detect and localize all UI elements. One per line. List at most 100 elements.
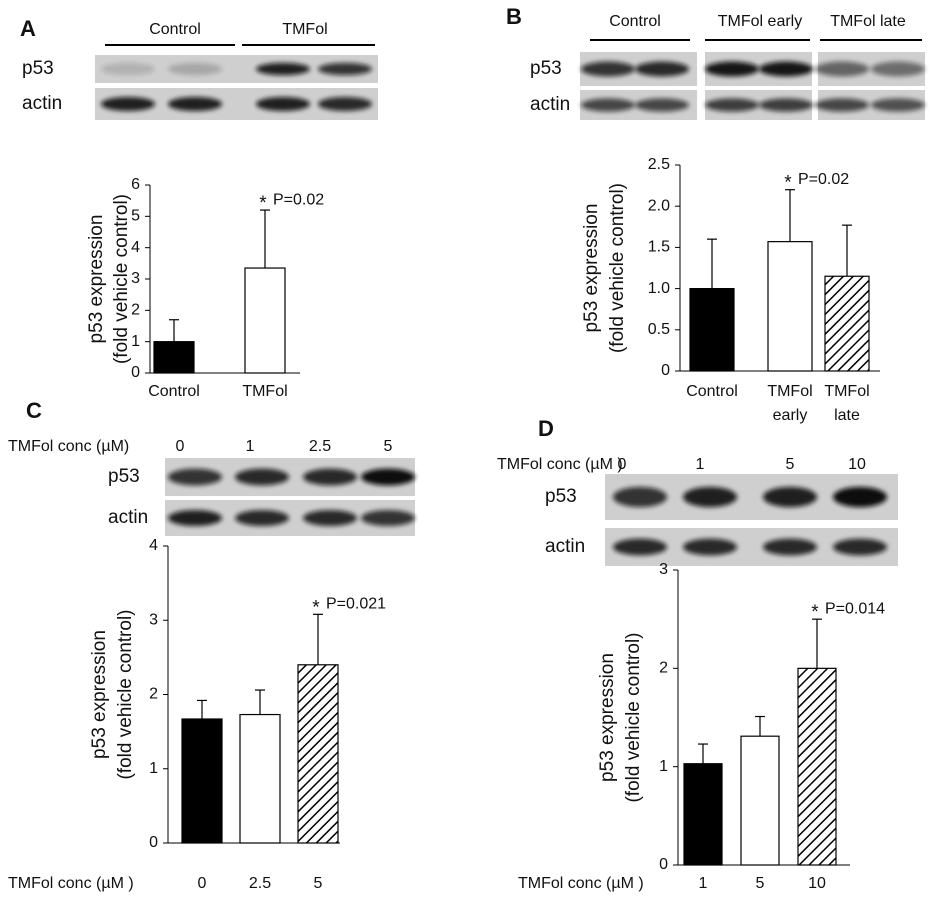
- blot-group-label: TMFol early: [718, 13, 802, 30]
- y-tick-label: 6: [131, 176, 140, 193]
- blot-band: [235, 510, 289, 526]
- blot-lane-label: 1: [696, 456, 705, 473]
- y-axis-label: p53 expression: [86, 215, 107, 344]
- y-axis-label: p53 expression: [597, 653, 618, 782]
- y-tick-label: 1: [131, 333, 140, 350]
- error-bar: [169, 319, 179, 342]
- bar: [689, 288, 735, 372]
- blot-lane-label: 5: [786, 456, 795, 473]
- x-axis-label: TMFol conc (µM ): [518, 875, 644, 892]
- blot-band: [635, 61, 689, 77]
- blot-group-label: TMFol late: [830, 13, 906, 30]
- blot-band: [581, 98, 635, 112]
- blot-band: [833, 538, 887, 556]
- blot-lane-label: 5: [384, 438, 393, 455]
- panel-label: D: [538, 416, 554, 441]
- p-value: P=0.02: [798, 171, 849, 188]
- blot-lane-label: 10: [848, 456, 866, 473]
- y-axis-label: (fold vehicle control): [111, 194, 132, 364]
- bar: [797, 667, 837, 866]
- x-tick-label: 1: [699, 875, 708, 892]
- y-tick-label: 2: [131, 302, 140, 319]
- blot-band: [683, 486, 737, 508]
- x-axis-label: TMFol conc (µM ): [8, 875, 134, 892]
- blot-band: [168, 62, 222, 76]
- y-axis-label: (fold vehicle control): [623, 632, 644, 802]
- blot-band: [613, 538, 667, 556]
- blot-band: [705, 61, 759, 77]
- blot-band: [168, 510, 222, 526]
- p-value: P=0.021: [326, 596, 386, 613]
- error-bar: [842, 224, 852, 277]
- x-tick-label: 2.5: [249, 875, 271, 892]
- panel-label: A: [20, 16, 36, 41]
- blot-row-label: p53: [545, 486, 577, 507]
- blot-lane-label: 0: [618, 456, 627, 473]
- y-tick-label: 2: [149, 686, 158, 703]
- blot-lane-title: TMFol conc (µM ): [497, 456, 623, 473]
- y-tick-label: 2.5: [648, 156, 670, 173]
- bar: [683, 763, 723, 866]
- blot-row-label: actin: [545, 536, 585, 557]
- error-bar: [197, 699, 207, 720]
- blot-band: [759, 61, 813, 77]
- x-tick-label: 0: [198, 875, 207, 892]
- error-bar: [260, 209, 270, 269]
- x-tick-label: 10: [808, 875, 826, 892]
- blot-band: [101, 62, 155, 76]
- blot-band: [318, 96, 372, 112]
- x-tick-label: late: [834, 407, 860, 424]
- error-bar: [785, 189, 795, 242]
- blot-row-label: actin: [22, 93, 62, 114]
- blot-group-label: Control: [149, 21, 201, 38]
- blot-band: [101, 96, 155, 112]
- y-tick-label: 3: [131, 270, 140, 287]
- y-tick-label: 1: [149, 760, 158, 777]
- bar: [181, 718, 223, 844]
- blot-band: [581, 61, 635, 77]
- blot-row-label: p53: [530, 58, 562, 79]
- blot-band: [705, 98, 759, 112]
- blot-band: [763, 538, 817, 556]
- blot-band: [759, 98, 813, 112]
- significance-star: *: [784, 173, 792, 194]
- y-tick-label: 3: [149, 611, 158, 628]
- x-tick-label: 5: [314, 875, 323, 892]
- blot-lane-label: 1: [246, 438, 255, 455]
- blot-band: [303, 468, 357, 486]
- blot-group-label: TMFol: [282, 21, 327, 38]
- x-tick-label: Control: [148, 383, 200, 400]
- blot-group-label: Control: [609, 13, 661, 30]
- blot-lane-label: 0: [176, 438, 185, 455]
- significance-star: *: [259, 193, 267, 214]
- y-axis-label: p53 expression: [89, 630, 110, 759]
- error-bar: [698, 743, 708, 764]
- blot-band: [256, 96, 310, 112]
- blot-band: [613, 486, 667, 508]
- y-tick-label: 4: [149, 537, 158, 554]
- y-tick-label: 0: [661, 362, 670, 379]
- x-tick-label: TMFol: [767, 383, 812, 400]
- x-tick-label: 5: [756, 875, 765, 892]
- bar: [239, 713, 281, 844]
- blot-row-label: actin: [530, 94, 570, 115]
- blot-band: [303, 510, 357, 526]
- blot-band: [815, 98, 869, 112]
- significance-star: *: [312, 597, 320, 618]
- bar: [244, 267, 286, 374]
- blot-band: [815, 61, 869, 77]
- error-bar: [755, 715, 765, 737]
- y-tick-label: 1.5: [648, 239, 670, 256]
- bar: [297, 664, 339, 844]
- p-value: P=0.02: [273, 191, 324, 208]
- blot-band: [256, 62, 310, 76]
- blot-lane-label: 2.5: [309, 438, 331, 455]
- x-tick-label: early: [773, 407, 808, 424]
- blot-band: [871, 61, 925, 77]
- x-tick-label: Control: [686, 383, 738, 400]
- panel-label: C: [26, 398, 42, 423]
- y-tick-label: 5: [131, 208, 140, 225]
- blot-band: [318, 62, 372, 76]
- error-bar: [313, 613, 323, 665]
